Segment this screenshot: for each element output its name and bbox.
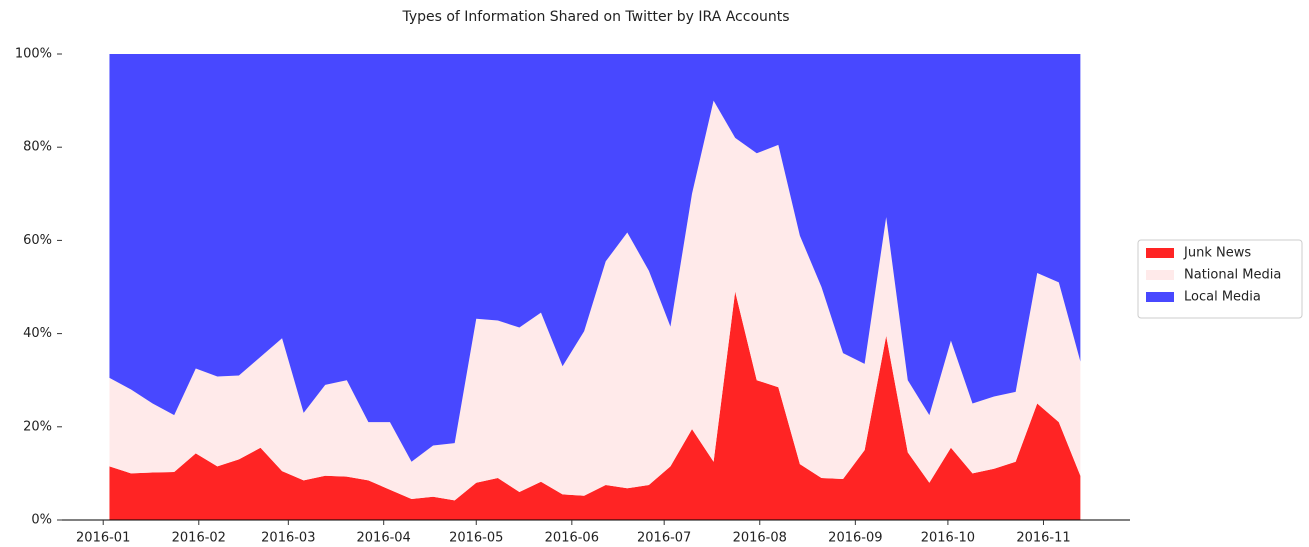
legend-swatch — [1146, 292, 1174, 302]
x-tick-label: 2016-06 — [545, 531, 599, 546]
area — [109, 100, 1081, 501]
y-tick-label: 60% — [23, 233, 52, 248]
x-tick-label: 2016-09 — [828, 531, 882, 546]
x-tick-label: 2016-05 — [449, 531, 503, 546]
y-tick-label: 20% — [23, 419, 52, 434]
x-tick-label: 2016-08 — [733, 531, 787, 546]
x-tick-label: 2016-04 — [357, 531, 411, 546]
y-tick-label: 0% — [31, 513, 52, 528]
legend-label: Local Media — [1184, 290, 1261, 305]
x-tick-label: 2016-07 — [637, 531, 691, 546]
legend-swatch — [1146, 270, 1174, 280]
x-tick-label: 2016-11 — [1016, 531, 1070, 546]
x-tick-label: 2016-03 — [261, 531, 315, 546]
legend-label: National Media — [1184, 268, 1281, 283]
x-tick-label: 2016-02 — [172, 531, 226, 546]
y-tick-label: 80% — [23, 140, 52, 155]
x-tick-label: 2016-01 — [76, 531, 130, 546]
legend-swatch — [1146, 248, 1174, 258]
legend-label: Junk News — [1183, 246, 1251, 261]
legend: Junk News National Media Local Media — [1137, 239, 1303, 319]
legend-box — [1137, 239, 1303, 319]
chart-title: Types of Information Shared on Twitter b… — [401, 9, 789, 25]
x-tick-label: 2016-10 — [921, 531, 975, 546]
area — [109, 291, 1081, 520]
y-tick-label: 100% — [15, 47, 52, 62]
area — [109, 54, 1081, 462]
y-tick-label: 40% — [23, 326, 52, 341]
